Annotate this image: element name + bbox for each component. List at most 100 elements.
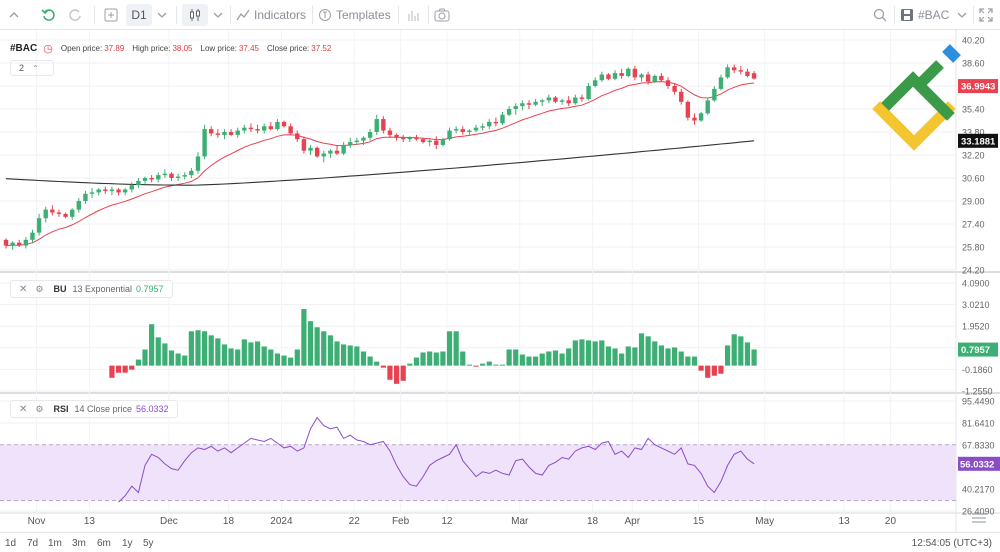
time-tick-label: 18 xyxy=(223,516,235,527)
search-icon[interactable] xyxy=(870,0,890,30)
rsi-overbought-band xyxy=(0,444,956,501)
indicators-icon xyxy=(236,9,250,21)
bu-params: 13 Exponential xyxy=(72,284,133,294)
bu-bar xyxy=(314,327,320,366)
bu-bar xyxy=(638,333,645,366)
fullscreen-icon[interactable] xyxy=(976,0,996,30)
candle-body xyxy=(685,101,691,118)
candle-body xyxy=(619,73,624,76)
price-tick-label: 32.20 xyxy=(962,151,985,161)
close-icon[interactable]: ✕ xyxy=(19,283,28,295)
bu-bar xyxy=(380,365,386,368)
bu-bar xyxy=(301,309,307,366)
range-1d[interactable]: 1d xyxy=(5,538,17,549)
toolbar-divider xyxy=(176,6,177,24)
candle-body xyxy=(129,185,134,190)
candle-body xyxy=(612,73,618,79)
bu-bar xyxy=(307,321,314,366)
time-tick-label: 20 xyxy=(885,516,897,527)
candle-body xyxy=(341,144,346,154)
rsi-marker-box xyxy=(958,456,1000,471)
candle-body xyxy=(275,121,280,130)
symbol-selector[interactable]: #BAC xyxy=(918,0,952,30)
camera-icon[interactable] xyxy=(431,0,453,30)
candle-body xyxy=(745,71,750,76)
close-icon[interactable]: ✕ xyxy=(19,403,28,415)
volume-bars-icon[interactable] xyxy=(402,0,424,30)
gear-icon[interactable]: ⚙ xyxy=(35,403,44,414)
range-1m[interactable]: 1m xyxy=(48,538,62,549)
collapse-chevron-icon[interactable] xyxy=(4,0,24,30)
add-chart-icon[interactable] xyxy=(100,0,122,30)
candle-body xyxy=(414,137,419,140)
bu-bar xyxy=(645,336,651,366)
bu-bar xyxy=(294,349,300,366)
range-3m[interactable]: 3m xyxy=(72,538,86,549)
bu-bar xyxy=(744,342,751,366)
time-tick-label: Apr xyxy=(624,516,640,527)
undo-icon[interactable] xyxy=(38,0,60,30)
open-label: Open price: xyxy=(60,44,103,53)
gear-icon[interactable]: ⚙ xyxy=(35,283,44,294)
range-7d[interactable]: 7d xyxy=(27,538,39,549)
price-marker-label: 33.1881 xyxy=(961,136,996,147)
timeframe-button[interactable]: D1 xyxy=(126,4,152,26)
bu-bar xyxy=(440,351,446,366)
candle-body xyxy=(169,173,174,178)
indicators-button[interactable]: Indicators xyxy=(236,0,308,30)
rsi-tick-label: 67.8330 xyxy=(962,441,995,451)
time-tick-label: 22 xyxy=(349,516,361,527)
candle-body xyxy=(334,150,340,154)
candle-body xyxy=(142,178,148,181)
save-icon[interactable] xyxy=(898,0,916,30)
bu-bar xyxy=(526,356,532,366)
price-tick-label: 38.60 xyxy=(962,59,985,69)
chart-type-button[interactable] xyxy=(182,4,208,26)
rsi-band-fill xyxy=(0,444,956,501)
bu-value: 0.7957 xyxy=(136,284,164,294)
price-tick-label: 35.40 xyxy=(962,105,985,115)
candle-body xyxy=(659,75,664,81)
candle-body xyxy=(50,209,55,213)
candle-body xyxy=(626,68,631,76)
candle-body xyxy=(692,117,697,121)
range-1y[interactable]: 1y xyxy=(122,538,133,549)
bu-bar xyxy=(115,365,122,373)
time-tick-label: Mar xyxy=(511,516,529,527)
range-5y[interactable]: 5y xyxy=(143,538,154,549)
candle-body xyxy=(440,139,446,145)
rsi-indicator-header[interactable]: ✕ ⚙ RSI 14 Close price 56.0332 xyxy=(10,400,178,418)
candle-body xyxy=(645,74,651,82)
bu-indicator-header[interactable]: ✕ ⚙ BU 13 Exponential 0.7957 xyxy=(10,280,173,298)
indicator-collapse-toggle[interactable]: 2 ⌃ xyxy=(10,60,54,76)
chart-type-chevron-icon[interactable] xyxy=(210,0,226,30)
redo-icon[interactable] xyxy=(64,0,86,30)
timeframe-chevron-icon[interactable] xyxy=(154,0,170,30)
bu-bar xyxy=(619,353,625,366)
templates-button[interactable]: Templates xyxy=(318,0,392,30)
bu-bar xyxy=(195,330,201,366)
candle-body xyxy=(559,100,565,102)
symbol-chevron-icon[interactable] xyxy=(954,0,970,30)
candle-body xyxy=(394,134,399,138)
candle-body xyxy=(480,126,485,128)
clock: 12:54:05 (UTC+3) xyxy=(911,538,992,549)
chevron-up-icon: ⌃ xyxy=(32,63,39,73)
bu-tick-label: -0.1860 xyxy=(962,365,993,375)
bu-bar xyxy=(678,351,684,366)
candle-body xyxy=(43,209,48,219)
bu-bar xyxy=(612,348,618,366)
range-6m[interactable]: 6m xyxy=(97,538,111,549)
time-tick-label: 12 xyxy=(441,516,453,527)
candle-body xyxy=(679,91,684,102)
bu-bar xyxy=(605,346,612,366)
close-label: Close price: xyxy=(267,44,310,53)
bu-bar xyxy=(433,352,439,366)
bu-bar xyxy=(208,335,214,366)
chart-canvas[interactable]: 40.2038.6037.0035.4033.8032.2030.6029.00… xyxy=(0,30,1000,532)
bu-bar xyxy=(168,350,175,366)
candle-body xyxy=(30,232,35,240)
low-label: Low price: xyxy=(200,44,237,53)
time-tick-label: 13 xyxy=(84,516,96,527)
bu-name: BU xyxy=(53,284,67,294)
